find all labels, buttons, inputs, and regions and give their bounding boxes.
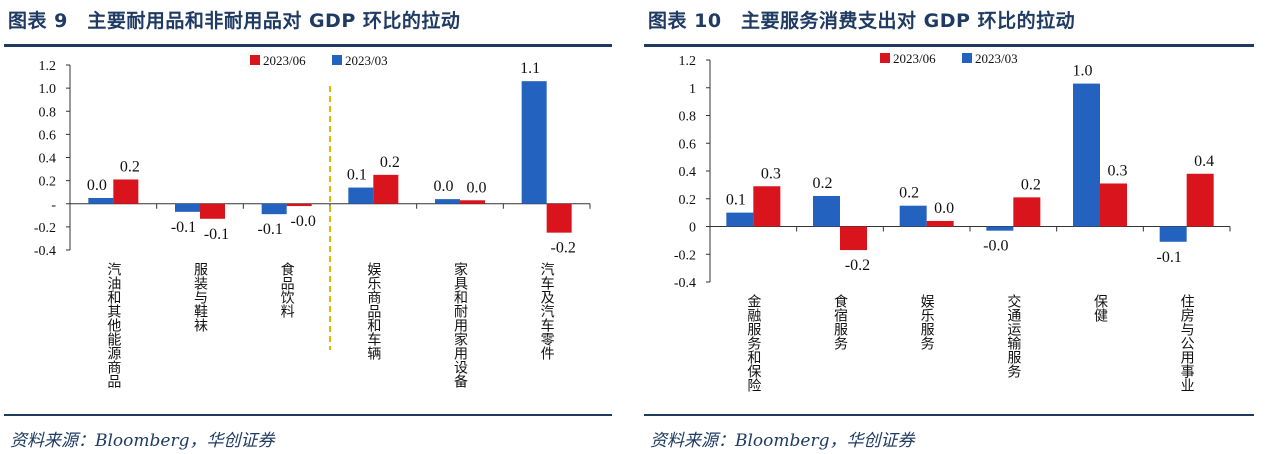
data-label: 0.2 [813, 175, 833, 192]
data-label: -0.1 [1157, 249, 1182, 266]
legend-swatch [250, 55, 260, 65]
bar-red [113, 179, 139, 204]
y-tick-label: -0.2 [34, 221, 56, 236]
legend-swatch [332, 55, 342, 65]
bar-blue [1159, 226, 1187, 242]
y-tick-label: -0.4 [674, 276, 696, 291]
category-label: 服装与鞋袜 [192, 262, 208, 332]
data-label: -0.0 [291, 213, 316, 230]
category-label: 食宿服务 [832, 293, 848, 350]
bar-chart-services: 1.2 1 0.8 0.6 0.4 0.2 0 -0.2 -0.4 0.1 0.3 金融服务和保险 0.… [674, 51, 1231, 392]
source-note: 资料来源：Bloomberg，华创证券 [10, 431, 275, 451]
bar-blue [348, 187, 374, 204]
data-label: 0.4 [1194, 153, 1214, 170]
y-tick-label: 1.0 [39, 82, 57, 97]
y-tick-label: 0.2 [39, 175, 57, 190]
data-label: 0.0 [87, 177, 107, 194]
y-tick-label: 0.6 [39, 128, 57, 143]
bar-red [840, 226, 867, 251]
data-label: -0.2 [551, 240, 576, 257]
bar-red [1100, 183, 1127, 227]
bar-blue [1073, 83, 1100, 227]
bar-red [286, 203, 312, 207]
bar-red [546, 203, 572, 233]
category-label: 住房与公用事业 [1179, 294, 1195, 392]
chart-panel-9: 图表 9 主要耐用品和非耐用品对 GDP 环比的拉动 1.2 1.0 0.8 0.6 0… [0, 0, 612, 454]
bar-red [753, 186, 781, 227]
data-label: -0.1 [171, 219, 196, 236]
category-label: 交通运输服务 [1005, 293, 1021, 378]
chart-title: 图表 9 主要耐用品和非耐用品对 GDP 环比的拉动 [8, 10, 461, 32]
bar-blue [435, 199, 460, 204]
category-label: 汽车及汽车零件 [539, 262, 555, 360]
category-label: 金融服务和保险 [745, 294, 761, 392]
data-label: 0.2 [1021, 176, 1041, 193]
y-tick-label: 1.2 [39, 59, 57, 74]
bar-blue [88, 197, 114, 204]
data-label: -0.0 [983, 238, 1008, 255]
y-tick-label: -0.2 [674, 248, 696, 263]
bar-red [926, 220, 954, 227]
y-tick-label: 0.2 [679, 193, 697, 208]
legend-swatch [962, 53, 972, 63]
bar-blue [813, 195, 840, 227]
bar-chart-durables: 1.2 1.0 0.8 0.6 0.4 0.2 - -0.2 -0.4 0.0 0.2 汽油和其他能源… [34, 53, 591, 388]
data-label: -0.2 [845, 257, 870, 274]
bar-red [1186, 173, 1214, 227]
bar-red [200, 203, 225, 219]
legend-label: 2023/03 [345, 53, 388, 68]
bar-blue [726, 212, 754, 227]
data-label: 0.1 [726, 192, 746, 209]
data-label: 0.0 [434, 178, 454, 195]
category-label: 汽油和其他能源商品 [105, 262, 121, 388]
category-label: 家具和耐用家用设备 [452, 261, 468, 388]
data-label: -0.1 [258, 221, 283, 238]
bar-red [373, 174, 399, 204]
bar-red [1013, 197, 1041, 227]
chart-panel-10: 图表 10 主要服务消费支出对 GDP 环比的拉动 1.2 1 0.8 0.6 0.4 0… [640, 0, 1254, 454]
legend-swatch [880, 53, 890, 63]
y-tick-label: -0.4 [34, 244, 56, 259]
data-label: 0.3 [761, 165, 781, 182]
legend-label: 2023/03 [975, 51, 1018, 66]
y-tick-label: 0.4 [679, 165, 697, 180]
bar-blue [986, 226, 1014, 231]
y-tick-label: 0 [689, 221, 696, 236]
data-label: 0.2 [899, 185, 919, 202]
data-label: 0.0 [467, 179, 487, 196]
data-label: 0.2 [120, 158, 140, 175]
source-note: 资料来源：Bloomberg，华创证券 [650, 431, 915, 451]
y-tick-label: 0.8 [39, 105, 57, 120]
category-label: 娱乐商品和车辆 [365, 262, 381, 360]
data-label: 1.1 [520, 60, 540, 77]
y-tick-label: 1.2 [679, 54, 697, 69]
legend-label: 2023/06 [893, 51, 936, 66]
bar-blue [175, 203, 200, 212]
data-label: 0.2 [380, 154, 400, 171]
data-label: 0.0 [934, 200, 954, 217]
y-tick-label: 0.4 [39, 152, 57, 167]
bar-red [460, 200, 485, 204]
category-label: 食品饮料 [279, 261, 295, 318]
title-rule [4, 44, 612, 47]
bar-blue [521, 81, 547, 204]
data-label: -0.1 [204, 226, 229, 243]
category-label: 娱乐服务 [919, 294, 935, 350]
bar-blue [261, 203, 287, 215]
bar-blue [899, 205, 927, 227]
data-label: 0.1 [347, 167, 367, 184]
y-tick-label: - [51, 198, 56, 213]
data-label: 0.3 [1108, 162, 1128, 179]
category-label: 保健 [1092, 294, 1108, 323]
title-rule [644, 44, 1254, 47]
legend-label: 2023/06 [263, 53, 306, 68]
chart-title: 图表 10 主要服务消费支出对 GDP 环比的拉动 [648, 10, 1076, 32]
y-tick-label: 1 [689, 82, 696, 97]
y-tick-label: 0.6 [679, 137, 697, 152]
data-label: 1.0 [1073, 63, 1093, 80]
footer-rule [4, 414, 612, 416]
footer-rule [644, 414, 1254, 416]
y-tick-label: 0.8 [679, 110, 697, 125]
